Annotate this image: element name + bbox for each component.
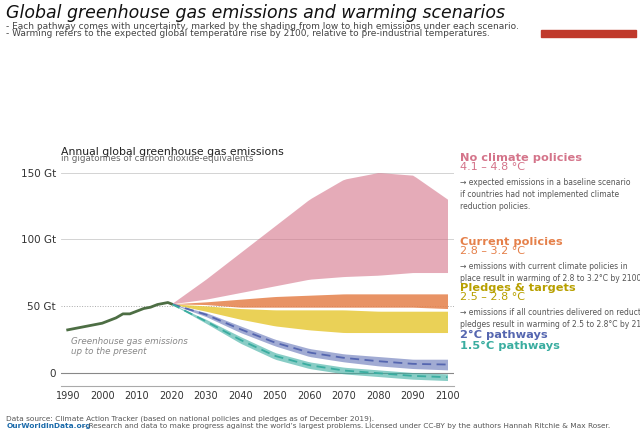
Bar	[541, 30, 636, 37]
Text: 2.5 – 2.8 °C: 2.5 – 2.8 °C	[460, 292, 525, 302]
Text: - Warming refers to the expected global temperature rise by 2100, relative to pr: - Warming refers to the expected global …	[6, 29, 490, 38]
Text: – Research and data to make progress against the world’s largest problems.: – Research and data to make progress aga…	[80, 423, 364, 430]
Text: Our World: Our World	[561, 7, 615, 16]
Text: → expected emissions in a baseline scenario
if countries had not implemented cli: → expected emissions in a baseline scena…	[460, 178, 630, 212]
Text: in Data: in Data	[569, 18, 607, 27]
Text: 4.1 – 4.8 °C: 4.1 – 4.8 °C	[460, 162, 525, 172]
Text: in gigatonnes of carbon dioxide-equivalents: in gigatonnes of carbon dioxide-equivale…	[61, 154, 253, 163]
Text: Current policies: Current policies	[460, 237, 562, 247]
Text: 2°C pathways: 2°C pathways	[460, 330, 547, 340]
Text: Data source: Climate Action Tracker (based on national policies and pledges as o: Data source: Climate Action Tracker (bas…	[6, 415, 374, 422]
Text: → emissions with current climate policies in
place result in warming of 2.8 to 3: → emissions with current climate policie…	[460, 262, 640, 283]
Text: Pledges & targets: Pledges & targets	[460, 283, 575, 293]
Text: 1.5°C pathways: 1.5°C pathways	[460, 340, 559, 351]
Text: OurWorldInData.org: OurWorldInData.org	[6, 423, 91, 430]
Text: Greenhouse gas emissions
up to the present: Greenhouse gas emissions up to the prese…	[71, 336, 188, 356]
Text: Annual global greenhouse gas emissions: Annual global greenhouse gas emissions	[61, 146, 284, 157]
Text: → emissions if all countries delivered on reduction
pledges result in warming of: → emissions if all countries delivered o…	[460, 308, 640, 329]
Text: 2.8 – 3.2 °C: 2.8 – 3.2 °C	[460, 246, 525, 256]
Text: - Each pathway comes with uncertainty, marked by the shading from low to high em: - Each pathway comes with uncertainty, m…	[6, 22, 519, 31]
Text: Global greenhouse gas emissions and warming scenarios: Global greenhouse gas emissions and warm…	[6, 4, 506, 22]
Text: Licensed under CC-BY by the authors Hannah Ritchie & Max Roser.: Licensed under CC-BY by the authors Hann…	[365, 423, 610, 430]
Text: No climate policies: No climate policies	[460, 153, 582, 163]
